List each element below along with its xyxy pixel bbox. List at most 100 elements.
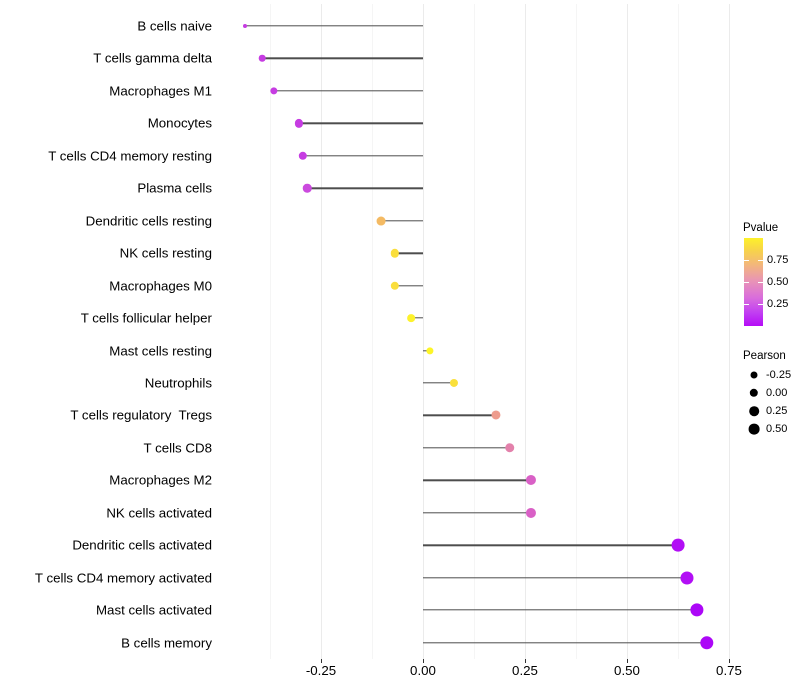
x-axis-tick-label: 0.25 [512,663,538,678]
size-legend-dot [749,388,759,398]
gridline-major [423,4,424,659]
size-legend-dot [748,423,760,435]
x-axis-tick-mark [729,659,730,663]
y-axis-tick-label: T cells gamma delta [93,50,212,66]
lollipop-point[interactable] [258,55,266,62]
size-legend-entry: -0.25 [742,366,800,384]
colorbar-tick [744,304,749,305]
lollipop-point[interactable] [376,216,386,226]
gridline-minor [474,4,475,659]
lollipop-stem [423,512,532,514]
colorbar-tick-label: 0.75 [767,254,789,266]
lollipop-stem [298,122,423,125]
size-legend-label: 0.25 [766,405,788,417]
lollipop-point[interactable] [491,410,501,420]
colorbar-tick-label: 0.25 [767,298,789,310]
lollipop-point[interactable] [526,507,537,518]
lollipop-stem [423,447,510,449]
y-axis-tick-label: Mast cells resting [109,343,212,358]
gridline-major [525,4,526,659]
gridline-minor [678,4,679,659]
x-axis-tick-label: 0.00 [410,663,436,678]
gridline-major [729,4,730,659]
y-axis-tick-label: Plasma cells [137,180,212,196]
lollipop-point[interactable] [407,314,415,322]
lollipop-point[interactable] [449,378,459,387]
colorbar-tick [758,282,763,283]
y-axis-tick-label: T cells CD4 memory activated [34,570,212,586]
lollipop-point[interactable] [298,151,308,160]
y-axis-tick-label: NK cells resting [119,245,212,261]
y-axis-tick-label: Monocytes [147,115,212,131]
y-axis-tick-label: Macrophages M0 [109,278,212,294]
lollipop-stem [303,155,423,157]
size-legend-label: 0.00 [766,387,788,399]
lollipop-point[interactable] [671,538,685,552]
pearson-size-entries: -0.25 0.00 0.25 0.50 [742,366,800,438]
plot-panel [224,4,730,659]
y-axis-tick-label: Macrophages M2 [109,472,212,488]
size-legend-entry: 0.25 [742,402,800,420]
lollipop-stem [423,382,454,384]
lollipop-point[interactable] [270,87,278,95]
x-axis-tick-label: 0.50 [614,663,640,678]
lollipop-stem [394,252,423,254]
lollipop-point[interactable] [243,24,248,28]
lollipop-point[interactable] [390,248,400,258]
lollipop-point[interactable] [505,443,515,453]
y-axis-tick-label: Mast cells activated [95,602,212,618]
gridline-minor [372,4,373,659]
colorbar-tick [758,304,763,305]
colorbar-tick [744,282,749,283]
size-legend-dot [749,406,759,416]
y-axis-tick-label: B cells naive [137,18,212,34]
lollipop-point[interactable] [426,346,434,355]
y-axis-tick-label: B cells memory [121,635,212,651]
gridline-major [321,4,322,659]
lollipop-stem [274,90,423,92]
pvalue-colorbar-wrap: 0.75 0.50 0.25 [742,238,796,328]
y-axis-tick-label: T cells CD8 [143,440,212,456]
lollipop-point[interactable] [302,184,312,193]
lollipop-stem [423,576,687,579]
gridline-major [627,4,628,659]
y-axis-tick-label: T cells regulatory Tregs [70,407,212,423]
x-axis-tick-mark [627,659,628,663]
pearson-size-legend: Pearson -0.25 0.00 0.25 0.50 [742,350,800,438]
lollipop-stem [380,219,423,222]
x-axis-tick-mark [423,659,424,663]
lollipop-point[interactable] [294,119,304,128]
colorbar-tick-label: 0.50 [767,276,789,288]
size-legend-label: 0.50 [766,423,788,435]
colorbar-tick [744,260,749,261]
lollipop-stem [411,317,423,319]
lollipop-point[interactable] [690,603,704,617]
x-axis-tick-mark [525,659,526,663]
pearson-legend-title: Pearson [743,350,786,362]
lollipop-point[interactable] [680,571,694,585]
y-axis-tick-label: Neutrophils [144,375,212,391]
lollipop-stem [423,414,497,417]
size-legend-dot [750,371,758,379]
x-axis-tick-mark [321,659,322,663]
pvalue-color-legend: Pvalue 0.75 0.50 0.25 [742,222,800,330]
size-legend-entry: 0.50 [742,420,800,438]
lollipop-point[interactable] [700,635,714,650]
lollipop-stem [423,641,707,644]
lollipop-stem [423,479,532,481]
lollipop-stem [307,187,423,189]
y-axis-tick-label: Macrophages M1 [109,83,212,99]
y-axis-tick-label: T cells follicular helper [80,310,212,326]
x-axis-tick-label: 0.75 [716,663,742,678]
lollipop-stem [262,57,423,60]
gridline-minor [576,4,577,659]
colorbar-tick [758,260,763,261]
lollipop-point[interactable] [390,281,400,290]
lollipop-point[interactable] [526,475,537,486]
y-axis-labels: B cells naive T cells gamma delta Macropha… [0,0,218,660]
lollipop-stem [423,609,698,611]
size-legend-label: -0.25 [766,369,792,381]
y-axis-tick-label: T cells CD4 memory resting [48,148,212,164]
pvalue-legend-title: Pvalue [743,222,779,234]
